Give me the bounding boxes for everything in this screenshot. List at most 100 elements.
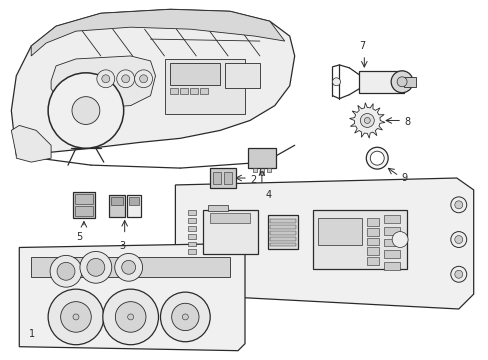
Circle shape — [87, 258, 104, 276]
Bar — [73, 192, 95, 218]
Circle shape — [102, 289, 158, 345]
Text: 7: 7 — [359, 41, 365, 51]
Bar — [170, 88, 178, 94]
Polygon shape — [175, 178, 473, 309]
Polygon shape — [51, 56, 155, 109]
Circle shape — [366, 147, 387, 169]
Bar — [384, 239, 399, 247]
Polygon shape — [11, 9, 294, 155]
Circle shape — [454, 235, 462, 243]
Bar — [366, 238, 379, 246]
Circle shape — [127, 314, 133, 320]
Circle shape — [122, 260, 135, 274]
Text: 2: 2 — [249, 175, 256, 185]
Bar — [269, 231, 295, 235]
Circle shape — [450, 197, 466, 213]
Circle shape — [115, 253, 142, 281]
Polygon shape — [349, 103, 384, 138]
Circle shape — [390, 71, 412, 93]
Bar — [366, 257, 379, 265]
Bar — [126, 195, 141, 217]
Circle shape — [80, 251, 112, 283]
Circle shape — [117, 70, 134, 88]
Bar — [188, 226, 196, 231]
Circle shape — [160, 292, 210, 342]
Bar — [384, 262, 399, 270]
Circle shape — [450, 266, 466, 282]
Text: 5: 5 — [76, 231, 82, 242]
Bar — [224, 63, 260, 88]
Circle shape — [396, 77, 406, 87]
Circle shape — [360, 113, 373, 127]
Text: 4: 4 — [265, 190, 271, 200]
Text: 8: 8 — [403, 117, 409, 127]
Bar — [260, 168, 264, 172]
Bar — [366, 247, 379, 255]
Circle shape — [391, 231, 407, 247]
Bar — [366, 218, 379, 226]
Circle shape — [50, 255, 82, 287]
Bar — [108, 195, 124, 217]
Circle shape — [454, 270, 462, 278]
Circle shape — [450, 231, 466, 247]
Polygon shape — [31, 9, 284, 56]
Circle shape — [48, 289, 103, 345]
Bar — [384, 215, 399, 223]
Bar — [266, 168, 270, 172]
Bar — [384, 227, 399, 235]
Bar — [170, 63, 220, 85]
Bar — [180, 88, 188, 94]
Bar — [200, 88, 208, 94]
Bar — [210, 168, 236, 188]
Circle shape — [364, 117, 369, 123]
Text: 9: 9 — [400, 173, 407, 183]
Circle shape — [57, 262, 75, 280]
Bar — [188, 210, 196, 215]
Bar — [267, 215, 297, 249]
Bar — [317, 218, 362, 246]
Bar — [312, 210, 406, 269]
Bar — [31, 257, 230, 277]
Circle shape — [139, 75, 147, 83]
Bar — [210, 213, 249, 223]
Circle shape — [454, 201, 462, 209]
Bar — [213, 172, 221, 184]
Circle shape — [73, 314, 79, 320]
Circle shape — [72, 96, 100, 125]
Bar — [190, 88, 198, 94]
Bar — [208, 205, 227, 211]
Bar — [269, 237, 295, 240]
Circle shape — [48, 73, 123, 148]
Bar — [252, 168, 256, 172]
Circle shape — [134, 70, 152, 88]
Bar — [75, 206, 93, 216]
Bar — [224, 172, 232, 184]
Circle shape — [115, 302, 145, 332]
Circle shape — [97, 70, 115, 88]
Bar — [366, 228, 379, 235]
Bar — [384, 251, 399, 258]
Bar — [188, 242, 196, 247]
Bar — [128, 197, 138, 205]
Circle shape — [171, 303, 199, 330]
Bar — [247, 148, 275, 168]
Circle shape — [102, 75, 109, 83]
Bar — [188, 218, 196, 223]
Circle shape — [182, 314, 188, 320]
Polygon shape — [19, 243, 244, 351]
Circle shape — [332, 78, 340, 86]
Circle shape — [122, 75, 129, 83]
Bar — [359, 71, 403, 93]
Bar — [165, 59, 244, 113]
Bar — [188, 234, 196, 239]
Bar — [269, 219, 295, 223]
Bar — [75, 194, 93, 204]
Bar — [269, 225, 295, 229]
Bar — [111, 197, 122, 205]
Bar — [403, 77, 415, 87]
Bar — [203, 210, 257, 255]
Text: 3: 3 — [120, 240, 125, 251]
Polygon shape — [11, 125, 51, 162]
Text: 1: 1 — [29, 329, 35, 339]
Text: 6: 6 — [258, 168, 264, 178]
